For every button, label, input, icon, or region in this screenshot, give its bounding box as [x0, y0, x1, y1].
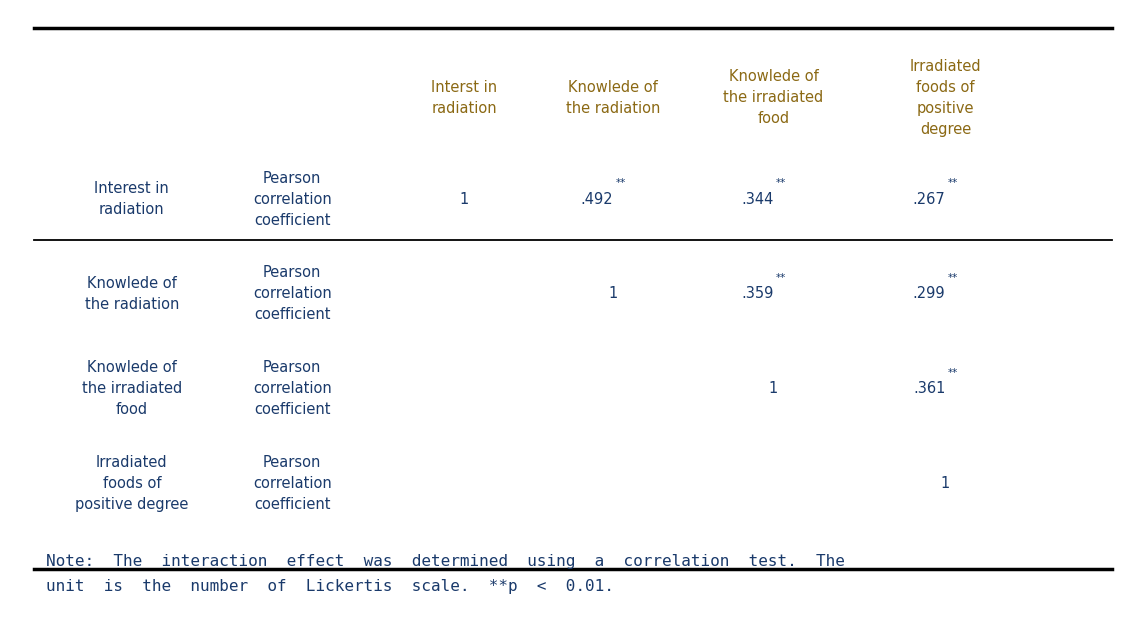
Text: .299: .299 — [913, 286, 945, 301]
Text: 1: 1 — [769, 381, 778, 396]
Text: 1: 1 — [941, 476, 950, 491]
Text: Pearson
correlation
coefficient: Pearson correlation coefficient — [253, 171, 331, 228]
Text: **: ** — [776, 178, 786, 188]
Text: .344: .344 — [741, 191, 774, 207]
Text: 1: 1 — [460, 191, 469, 207]
Text: Knowlede of
the radiation: Knowlede of the radiation — [566, 80, 660, 116]
Text: Note:  The  interaction  effect  was  determined  using  a  correlation  test.  : Note: The interaction effect was determi… — [46, 554, 845, 594]
Text: Knowlede of
the irradiated
food: Knowlede of the irradiated food — [81, 360, 182, 417]
Text: **: ** — [948, 273, 958, 283]
Text: **: ** — [776, 273, 786, 283]
Text: Interst in
radiation: Interst in radiation — [431, 80, 497, 116]
Text: **: ** — [615, 178, 626, 188]
Text: .361: .361 — [913, 381, 945, 396]
Text: Knowlede of
the radiation: Knowlede of the radiation — [85, 276, 179, 312]
Text: Irradiated
foods of
positive
degree: Irradiated foods of positive degree — [910, 59, 981, 137]
Text: .267: .267 — [912, 191, 945, 207]
Text: Pearson
correlation
coefficient: Pearson correlation coefficient — [253, 265, 331, 322]
Text: Pearson
correlation
coefficient: Pearson correlation coefficient — [253, 360, 331, 417]
Text: Pearson
correlation
coefficient: Pearson correlation coefficient — [253, 455, 331, 512]
Text: 1: 1 — [609, 286, 618, 301]
Text: .492: .492 — [581, 191, 613, 207]
Text: **: ** — [948, 178, 958, 188]
Text: Knowlede of
the irradiated
food: Knowlede of the irradiated food — [723, 70, 824, 126]
Text: .359: .359 — [741, 286, 774, 301]
Text: Irradiated
foods of
positive degree: Irradiated foods of positive degree — [76, 455, 188, 512]
Text: Interest in
radiation: Interest in radiation — [94, 181, 170, 217]
Text: **: ** — [948, 368, 958, 378]
